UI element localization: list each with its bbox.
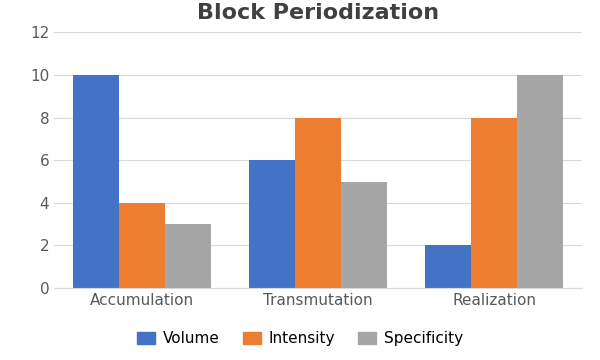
Bar xyxy=(517,75,563,288)
Bar xyxy=(165,224,211,288)
Bar xyxy=(73,75,119,288)
Title: Block Periodization: Block Periodization xyxy=(197,3,439,23)
Bar xyxy=(295,118,341,288)
Bar xyxy=(250,160,295,288)
Legend: Volume, Intensity, Specificity: Volume, Intensity, Specificity xyxy=(131,325,469,352)
Bar xyxy=(471,118,517,288)
Bar xyxy=(341,181,386,288)
Bar xyxy=(425,246,471,288)
Bar xyxy=(119,203,165,288)
